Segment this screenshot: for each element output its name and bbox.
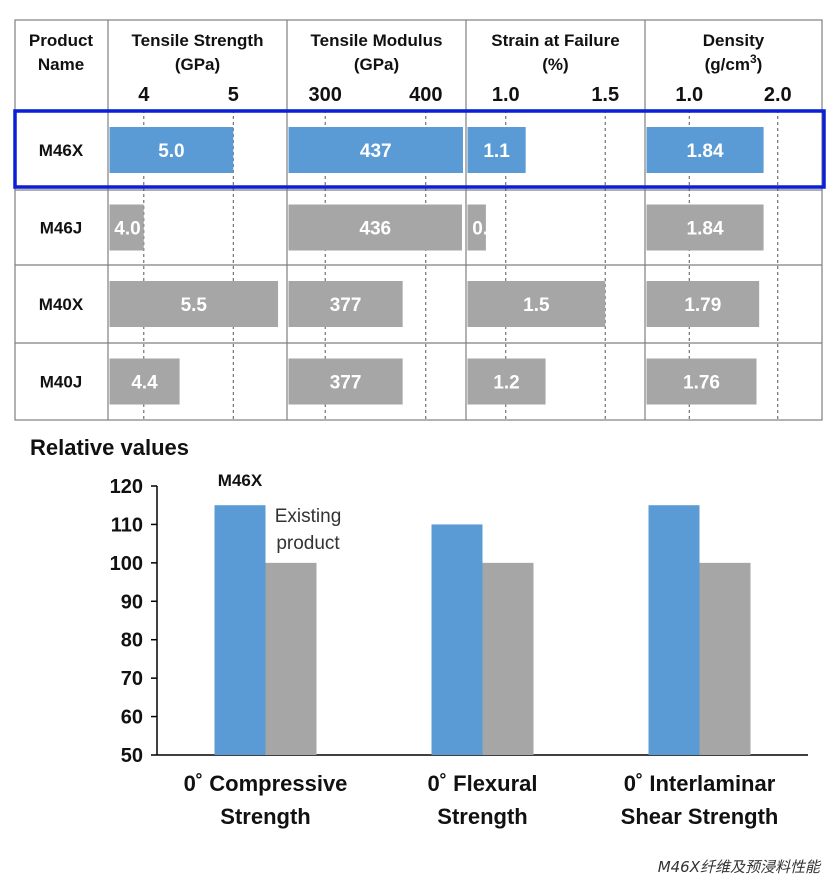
- table-bar: [646, 358, 757, 405]
- table-bar: [109, 127, 234, 173]
- column-header-line: Tensile Strength: [132, 31, 264, 50]
- axis-tick-label: 400: [409, 84, 442, 106]
- x-category-label-line: 0˚ Flexural: [427, 771, 537, 796]
- annotation-line: product: [276, 533, 340, 554]
- table-bar: [288, 358, 403, 405]
- y-tick-label: 50: [121, 745, 143, 767]
- table-bar-label: 1.1: [483, 141, 510, 162]
- table-bar-label: 1.84: [687, 219, 724, 240]
- column-header-line: (GPa): [175, 55, 220, 74]
- column-header-line: (%): [542, 55, 568, 74]
- table-bar-label: 377: [330, 295, 362, 316]
- table-bar-label: 1.76: [683, 373, 720, 394]
- product-name-header-line: Name: [38, 55, 84, 74]
- table-bar: [109, 281, 279, 327]
- axis-tick-label: 2.0: [764, 84, 792, 106]
- table-bar: [467, 127, 526, 173]
- chart-title: Relative values: [30, 435, 189, 460]
- column-header-line: (g/cm: [705, 55, 750, 74]
- table-bar-label: 4.0: [114, 219, 140, 240]
- bar-m46x: [214, 505, 266, 755]
- table-bar: [109, 204, 144, 251]
- column-header: Tensile Strength (GPa): [132, 31, 264, 74]
- axis-tick-label: 1.0: [492, 84, 520, 106]
- column-header: Strain at Failure (%): [491, 31, 619, 74]
- column-header: Tensile Modulus (GPa): [311, 31, 443, 74]
- table-bar: [646, 281, 760, 327]
- table-bar: [109, 358, 180, 405]
- bar-existing: [265, 562, 317, 755]
- column-header-line: Density: [703, 31, 765, 50]
- axis-tick-label: 5: [228, 84, 239, 106]
- table-bar-label: 4.4: [131, 373, 158, 394]
- column-header: Density (g/cm3): [703, 31, 765, 74]
- table-bar-label: 437: [360, 141, 392, 162]
- x-category-label-line: Strength: [220, 804, 310, 829]
- product-name-header-line: Product: [29, 31, 94, 50]
- y-tick-label: 90: [121, 591, 143, 613]
- x-category-label-line: 0˚ Compressive: [184, 771, 348, 796]
- table-bar-label: 5.5: [181, 295, 208, 316]
- x-category-label: 0˚ Interlaminar Shear Strength: [621, 771, 779, 829]
- bar-m46x: [431, 524, 483, 755]
- axis-tick-label: 300: [309, 84, 342, 106]
- y-tick-label: 110: [111, 514, 143, 536]
- x-category-label-line: Strength: [437, 804, 527, 829]
- y-tick-label: 100: [110, 553, 143, 575]
- x-category-label: 0˚ Compressive Strength: [184, 771, 348, 829]
- properties-table: Product Name Tensile Strength (GPa) 4 5 5.0 4.0…: [13, 19, 826, 421]
- table-bar: [646, 127, 764, 173]
- table-bar-label: 436: [359, 219, 391, 240]
- table-bar-label: 1.79: [684, 295, 721, 316]
- highlight-frame: [13, 109, 826, 189]
- table-bar: [288, 204, 462, 251]
- table-bar: [467, 204, 486, 251]
- table-bar: [288, 281, 403, 327]
- table-frame: [14, 19, 823, 421]
- product-name-header: Product Name: [29, 31, 94, 74]
- x-category-label: 0˚ Flexural Strength: [427, 771, 537, 829]
- bar-existing: [482, 562, 534, 755]
- column-header-line: Strain at Failure: [491, 31, 619, 50]
- figure-caption: M46X纤维及预浸料性能: [657, 858, 820, 876]
- row-name: M40J: [40, 373, 83, 392]
- table-bar-label: 5.0: [158, 141, 184, 162]
- x-category-label-line: Shear Strength: [621, 804, 779, 829]
- relative-values-chart: Relative values 50 60 70 80 90 100 110 120 0˚ Com…: [30, 435, 808, 829]
- row-name: M46J: [40, 219, 83, 238]
- column-header-line: (GPa): [354, 55, 399, 74]
- table-bar-label: 1.5: [523, 295, 550, 316]
- superscript-3: 3: [750, 52, 757, 66]
- table-bar-label: 377: [330, 373, 362, 394]
- column-header-line: Tensile Modulus: [311, 31, 443, 50]
- annotation-m46x: M46X: [218, 471, 263, 490]
- y-tick-label: 70: [121, 668, 143, 690]
- table-bar: [288, 127, 463, 173]
- bar-m46x: [648, 505, 700, 755]
- axis-tick-label: 1.0: [675, 84, 703, 106]
- row-name: M40X: [39, 295, 84, 314]
- y-tick-label: 60: [121, 707, 143, 729]
- annotation-line: Existing: [275, 506, 342, 527]
- bar-existing: [699, 562, 751, 755]
- table-bar-label: 1.2: [493, 373, 519, 394]
- axis-tick-label: 1.5: [591, 84, 619, 106]
- table-bar-label: 1.84: [687, 141, 724, 162]
- y-tick-label: 120: [110, 476, 143, 498]
- y-tick-label: 80: [121, 630, 143, 652]
- x-category-label-line: 0˚ Interlaminar: [624, 771, 776, 796]
- table-bar-label: 0.9: [472, 219, 498, 240]
- row-name: M46X: [39, 141, 84, 160]
- axis-tick-label: 4: [138, 84, 150, 106]
- column-header-close: ): [757, 55, 763, 74]
- table-bar: [646, 204, 764, 251]
- table-bar: [467, 281, 606, 327]
- annotation-existing-product: Existing product: [275, 506, 342, 554]
- table-bar: [467, 358, 546, 405]
